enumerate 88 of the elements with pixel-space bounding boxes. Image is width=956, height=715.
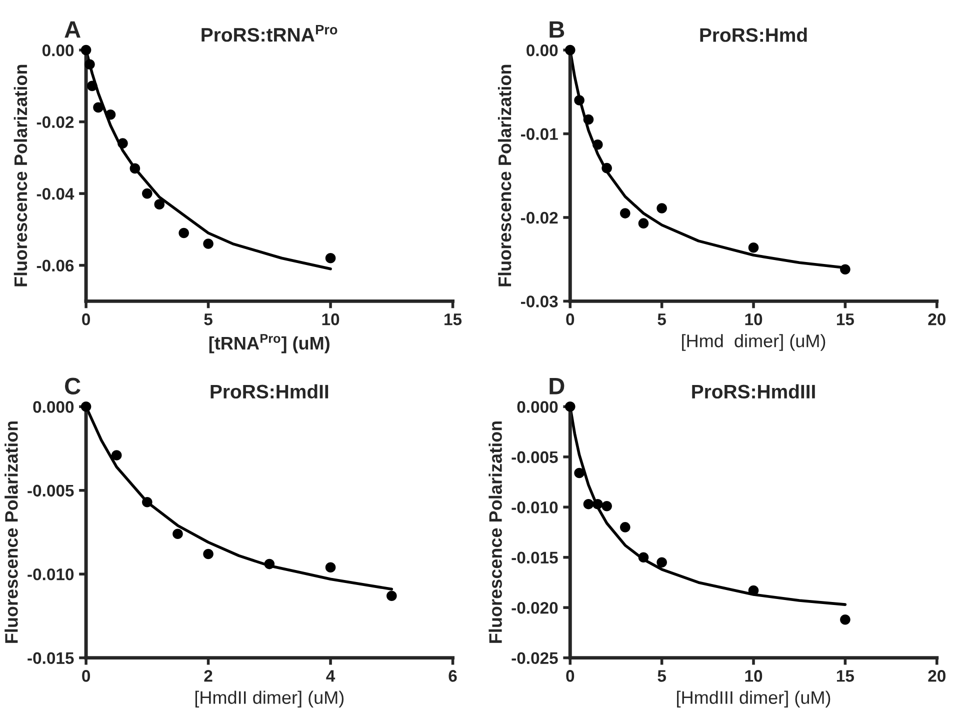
text: D [550,378,564,394]
x-tick-label: 10 [745,670,762,682]
point [84,59,95,70]
y-tick-label: -0.04 [36,188,74,200]
point [93,102,104,113]
y-tick-label: -0.005 [512,451,558,464]
chart-title: ProRS:Hmd [700,28,807,42]
point [638,552,649,562]
y-tick-label: -0.025 [512,652,558,664]
point [142,188,152,199]
y-tick-label: 0.00 [526,44,558,56]
x-tick-label: 0 [566,670,574,682]
x-tick-label: 0 [82,670,90,682]
point [583,498,594,510]
x-tick-label: 2 [204,670,212,682]
chart-title: ProRS:HmdII [210,384,328,399]
point [105,109,116,120]
x-tick-label: 10 [745,313,762,326]
x-axis-title: [Hmd dimer] (uM) [682,334,826,351]
y-tick-label: -0.015 [512,552,558,564]
y-tick-label: -0.02 [36,116,74,128]
point [386,590,397,602]
x-tick-label: 15 [836,670,854,682]
point [592,139,603,150]
x-tick-label: 4 [326,670,336,682]
point [154,199,165,210]
point [574,95,584,106]
x-axis-title: [tRNA$^{Pro}$] (uM) [209,334,330,354]
point [264,558,275,570]
point [118,138,128,148]
y-tick-label: -0.010 [512,502,558,514]
point [656,203,667,214]
x-axis-title: [HmdIII dimer] (uM) [677,690,830,708]
x-tick-label: 0 [566,313,574,326]
point [620,208,630,218]
y-tick-label: -0.06 [36,260,74,272]
point [840,614,850,625]
y-tick-label: -0.020 [512,602,558,614]
x-tick-label: 5 [204,314,212,326]
y-axis-title: Fluorescence Polarization [14,64,28,286]
y-axis-title: Fluorescence Polarization [4,421,18,643]
y-tick-label: 0.000 [517,401,558,413]
point [203,238,214,249]
point [130,163,140,174]
text: B [550,21,564,38]
point [87,80,98,92]
point [172,528,183,540]
y-tick-label: -0.01 [521,128,558,140]
point [620,522,630,532]
y-tick-label: -0.005 [28,484,74,497]
x-tick-label: 5 [658,314,666,326]
text: C [65,378,80,394]
y-axis-title: Fluorescence Polarization [498,64,512,286]
x-tick-label: 15 [836,314,854,326]
point [656,557,667,568]
point [178,228,189,238]
point [602,500,612,512]
point [583,114,594,125]
x-tick-label: 6 [448,670,457,682]
y-tick-label: 0.00 [42,44,74,56]
text: A [64,21,80,38]
x-tick-label: 20 [928,313,946,326]
point [142,496,152,508]
y-tick-label: 0.000 [33,401,74,413]
x-tick-label: 20 [928,670,946,682]
point [111,450,122,460]
x-axis-title: [HmdII dimer] (uM) [195,690,344,708]
y-tick-label: -0.02 [521,212,558,224]
point [638,218,649,228]
point [325,252,336,264]
y-axis-title: Fluorescence Polarization [488,421,502,643]
point [748,585,759,596]
point [592,498,603,510]
y-tick-label: -0.03 [521,296,558,308]
chart-title: ProRS:tRNA$^{Pro}$ [202,24,338,42]
point [574,468,584,478]
x-tick-label: 15 [444,314,462,326]
x-tick-label: 5 [658,670,666,682]
chart-title: ProRS:HmdIII [692,384,815,399]
point [325,562,336,573]
y-tick-label: -0.015 [28,652,74,664]
x-tick-label: 0 [82,313,90,326]
point [203,548,214,560]
y-tick-label: -0.010 [28,568,74,580]
point [602,162,612,174]
x-tick-label: 10 [322,313,340,326]
point [748,242,759,253]
point [840,264,850,275]
